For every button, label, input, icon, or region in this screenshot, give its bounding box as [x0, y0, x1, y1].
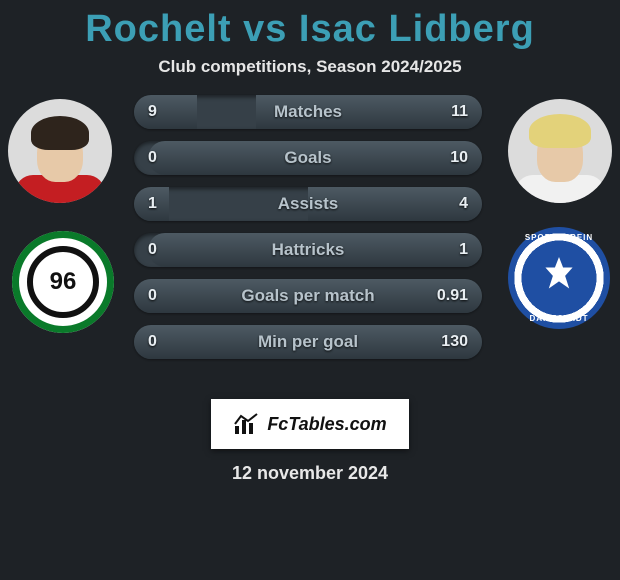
brand-text: FcTables.com	[267, 414, 386, 435]
brand-chart-icon	[233, 412, 261, 436]
stat-label: Matches	[134, 95, 482, 129]
stat-value-right: 4	[459, 187, 468, 221]
club-badge-left: 96	[12, 231, 114, 333]
stat-value-right: 130	[441, 325, 468, 359]
club-code-left: 96	[27, 246, 99, 318]
player-photo-right	[508, 99, 612, 203]
stat-value-right: 1	[459, 233, 468, 267]
stat-row: 0Goals10	[134, 141, 482, 175]
snapshot-date: 12 november 2024	[0, 463, 620, 484]
subtitle: Club competitions, Season 2024/2025	[0, 57, 620, 77]
stat-label: Hattricks	[134, 233, 482, 267]
stat-row: 0Min per goal130	[134, 325, 482, 359]
stat-value-right: 0.91	[437, 279, 468, 313]
stat-row: 0Goals per match0.91	[134, 279, 482, 313]
stat-row: 0Hattricks1	[134, 233, 482, 267]
stat-bars: 9Matches110Goals101Assists40Hattricks10G…	[134, 95, 482, 371]
stat-label: Goals per match	[134, 279, 482, 313]
stat-value-right: 11	[451, 95, 468, 129]
brand-box: FcTables.com	[211, 399, 409, 449]
stat-label: Goals	[134, 141, 482, 175]
stat-value-right: 10	[450, 141, 468, 175]
comparison-area: 96 SPORTVEREIN DARMSTADT 9Matches11 0Goal…	[0, 95, 620, 385]
club-badge-right: SPORTVEREIN DARMSTADT	[508, 227, 610, 329]
player-photo-left	[8, 99, 112, 203]
stat-label: Min per goal	[134, 325, 482, 359]
lily-icon	[542, 257, 576, 299]
stat-label: Assists	[134, 187, 482, 221]
stat-row: 9Matches11	[134, 95, 482, 129]
stat-row: 1Assists4	[134, 187, 482, 221]
page-title: Rochelt vs Isac Lidberg	[0, 0, 620, 51]
